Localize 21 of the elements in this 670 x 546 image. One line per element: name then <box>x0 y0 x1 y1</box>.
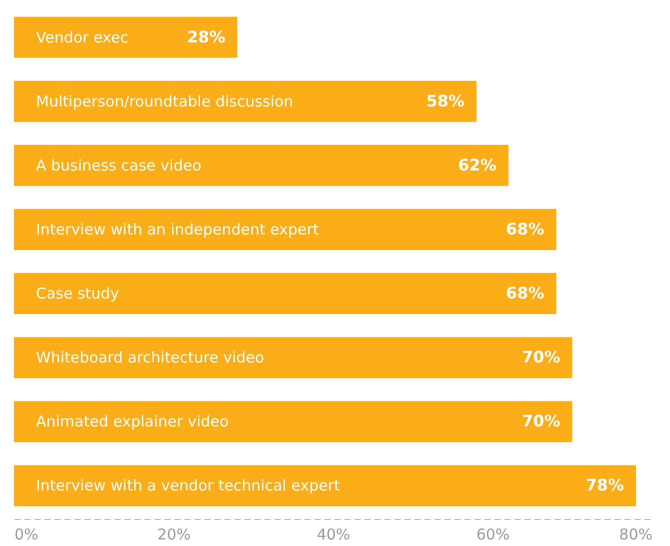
x-tick-label: 60% <box>476 526 510 544</box>
y-tick-label: Multiperson/roundtable discussion <box>36 92 294 110</box>
x-tick-label: 40% <box>316 526 350 544</box>
x-tick-label: 0% <box>14 526 38 544</box>
data-label: 68% <box>506 219 544 238</box>
y-tick-label: Animated explainer video <box>36 412 229 431</box>
data-label: 78% <box>586 476 624 495</box>
y-tick-label: Interview with a vendor technical expert <box>36 476 340 495</box>
y-tick-label: Whiteboard architecture video <box>36 348 264 367</box>
y-tick-label: Interview with an independent expert <box>36 220 319 238</box>
y-tick-label: Case study <box>36 284 120 303</box>
data-label: 70% <box>522 412 560 431</box>
data-label: 58% <box>426 91 465 110</box>
data-label: 68% <box>506 284 544 303</box>
y-tick-label: Vendor exec <box>36 28 128 46</box>
x-tick-label: 80% <box>619 526 652 544</box>
data-label: 28% <box>187 27 226 46</box>
data-label: 62% <box>458 155 496 174</box>
y-tick-label: A business case video <box>36 156 202 174</box>
data-label: 70% <box>522 348 560 367</box>
x-tick-label: 20% <box>157 526 191 544</box>
